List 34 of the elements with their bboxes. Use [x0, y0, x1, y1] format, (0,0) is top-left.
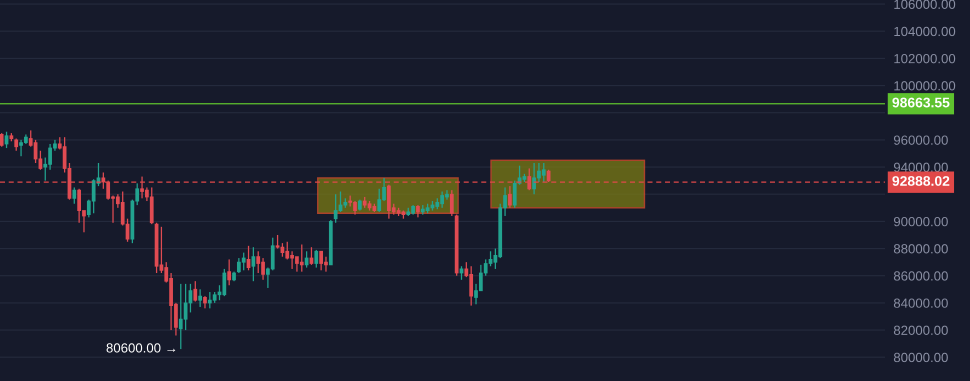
candlestick [72, 186, 76, 204]
y-tick-label: 104000.00 [894, 26, 956, 36]
y-tick-label: 82000.00 [894, 326, 948, 335]
candlestick [252, 246, 256, 282]
y-tick-label: 84000.00 [894, 298, 948, 308]
candlestick [358, 199, 362, 212]
candlestick [227, 258, 232, 286]
candlestick [4, 131, 8, 149]
ref-line-label: 92888.02 [892, 176, 950, 186]
candlestick [193, 280, 198, 302]
y-tick-label: 100000.00 [894, 81, 956, 90]
candlestick [232, 271, 236, 282]
y-tick-label: 86000.00 [894, 271, 948, 281]
candlestick [310, 246, 314, 266]
candlestick [198, 288, 202, 308]
annotation: 80600.00 → [106, 343, 176, 353]
candlestick [416, 204, 420, 218]
y-tick-label: 94000.00 [894, 162, 948, 172]
candlestick [246, 245, 250, 271]
ref-line-label: 98663.55 [892, 98, 950, 108]
candlestick [450, 190, 454, 217]
candlestick [0, 132, 4, 148]
candlestick [304, 250, 308, 268]
y-tick-label: 106000.00 [894, 0, 956, 9]
y-tick-label: 96000.00 [894, 135, 948, 145]
y-tick-label: 102000.00 [894, 54, 956, 64]
candlestick [14, 138, 18, 152]
candlestick [203, 295, 207, 309]
candlestick [460, 266, 464, 280]
y-tick-label: 88000.00 [894, 244, 948, 254]
y-tick-label: 80000.00 [894, 352, 948, 362]
candlestick [314, 249, 318, 268]
candlestick [508, 185, 512, 208]
y-tick-label: 90000.00 [894, 216, 948, 226]
